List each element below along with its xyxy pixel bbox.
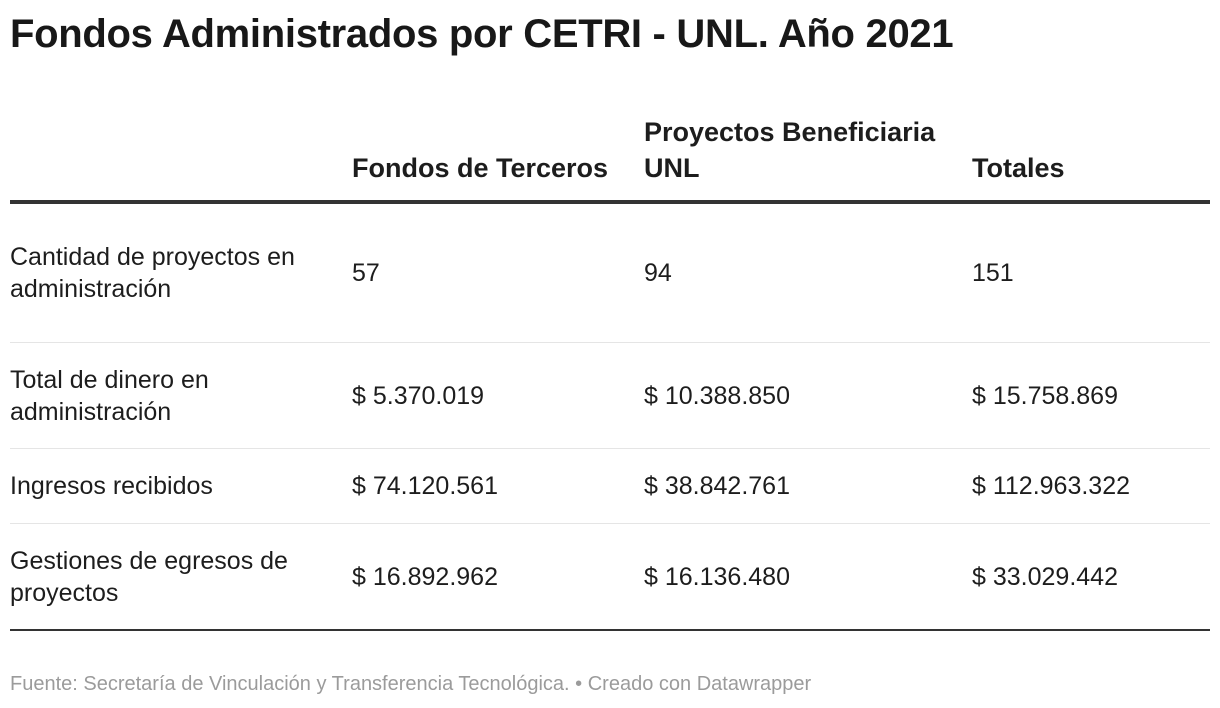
table-header: Fondos de Terceros Proyectos Beneficiari… [10, 110, 1210, 204]
table-row: Gestiones de egresos de proyectos $ 16.8… [10, 523, 1210, 631]
table-row: Total de dinero en administración $ 5.37… [10, 342, 1210, 449]
source-note: Fuente: Secretaría de Vinculación y Tran… [10, 673, 570, 695]
credit-note: Creado con Datawrapper [587, 673, 812, 695]
table-body: Cantidad de proyectos en administración … [10, 202, 1210, 631]
row-label: Gestiones de egresos de proyectos [10, 523, 352, 631]
header-cell-fondos-terceros: Fondos de Terceros [352, 110, 644, 204]
table-row: Cantidad de proyectos en administración … [10, 202, 1210, 343]
row-label: Ingresos recibidos [10, 448, 352, 524]
table-cell: 57 [352, 202, 644, 343]
chart-title: Fondos Administrados por CETRI - UNL. Añ… [10, 12, 954, 56]
header-cell-proyectos-unl: Proyectos Beneficiaria UNL [644, 110, 972, 204]
header-cell-label [10, 110, 352, 204]
header-row: Fondos de Terceros Proyectos Beneficiari… [10, 110, 1210, 204]
data-table: Fondos de Terceros Proyectos Beneficiari… [10, 110, 1210, 631]
table-cell: $ 112.963.322 [972, 448, 1210, 524]
footer-separator: • [575, 673, 583, 695]
table-cell: $ 33.029.442 [972, 523, 1210, 631]
row-label: Cantidad de proyectos en administración [10, 202, 352, 343]
header-cell-totales: Totales [972, 110, 1210, 204]
table-cell: 151 [972, 202, 1210, 343]
table-row: Ingresos recibidos $ 74.120.561 $ 38.842… [10, 448, 1210, 524]
table-cell: $ 10.388.850 [644, 342, 972, 449]
table-cell: $ 16.136.480 [644, 523, 972, 631]
chart-footer: Fuente: Secretaría de Vinculación y Tran… [10, 673, 811, 696]
table-cell: $ 16.892.962 [352, 523, 644, 631]
chart-container: Fondos Administrados por CETRI - UNL. Añ… [10, 0, 1210, 708]
table-cell: $ 74.120.561 [352, 448, 644, 524]
row-label: Total de dinero en administración [10, 342, 352, 449]
table-cell: $ 38.842.761 [644, 448, 972, 524]
table-cell: 94 [644, 202, 972, 343]
table-cell: $ 5.370.019 [352, 342, 644, 449]
table-cell: $ 15.758.869 [972, 342, 1210, 449]
